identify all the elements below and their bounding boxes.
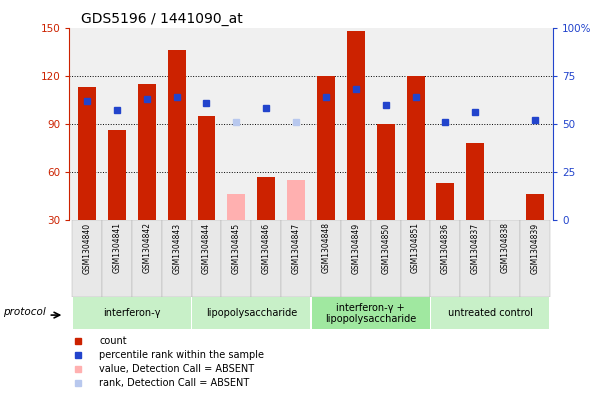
Bar bbox=[431, 298, 549, 329]
Bar bbox=[198, 116, 215, 220]
Bar bbox=[192, 298, 311, 329]
Bar bbox=[192, 220, 221, 297]
Text: GSM1304838: GSM1304838 bbox=[501, 222, 510, 274]
Text: value, Detection Call = ABSENT: value, Detection Call = ABSENT bbox=[99, 364, 254, 374]
Text: GSM1304846: GSM1304846 bbox=[261, 222, 270, 274]
Bar bbox=[436, 183, 454, 220]
Bar bbox=[281, 220, 311, 297]
Bar bbox=[138, 84, 156, 220]
Text: GSM1304851: GSM1304851 bbox=[411, 222, 420, 274]
Bar bbox=[287, 180, 305, 220]
Text: GSM1304848: GSM1304848 bbox=[322, 222, 331, 274]
Text: GSM1304850: GSM1304850 bbox=[381, 222, 390, 274]
Text: rank, Detection Call = ABSENT: rank, Detection Call = ABSENT bbox=[99, 378, 249, 388]
Text: interferon-γ +
lipopolysaccharide: interferon-γ + lipopolysaccharide bbox=[325, 303, 416, 324]
Bar bbox=[407, 75, 424, 220]
Bar bbox=[371, 220, 401, 297]
Bar bbox=[221, 220, 251, 297]
Bar bbox=[257, 177, 275, 220]
Bar bbox=[108, 130, 126, 220]
Text: GSM1304847: GSM1304847 bbox=[291, 222, 300, 274]
Bar bbox=[73, 298, 191, 329]
Text: interferon-γ: interferon-γ bbox=[103, 309, 160, 318]
Text: protocol: protocol bbox=[4, 307, 46, 317]
Bar bbox=[490, 220, 520, 297]
Text: percentile rank within the sample: percentile rank within the sample bbox=[99, 350, 264, 360]
Text: GSM1304849: GSM1304849 bbox=[352, 222, 361, 274]
Bar bbox=[466, 143, 484, 220]
Text: GDS5196 / 1441090_at: GDS5196 / 1441090_at bbox=[81, 11, 243, 26]
Text: GSM1304844: GSM1304844 bbox=[202, 222, 211, 274]
Text: GSM1304839: GSM1304839 bbox=[531, 222, 540, 274]
Bar bbox=[377, 124, 395, 220]
Bar bbox=[251, 220, 281, 297]
Text: GSM1304840: GSM1304840 bbox=[82, 222, 91, 274]
Bar bbox=[347, 31, 365, 220]
Text: count: count bbox=[99, 336, 127, 347]
Bar bbox=[162, 220, 192, 297]
Bar bbox=[227, 195, 245, 220]
Text: GSM1304836: GSM1304836 bbox=[441, 222, 450, 274]
Text: GSM1304845: GSM1304845 bbox=[232, 222, 241, 274]
Bar bbox=[460, 220, 490, 297]
Bar bbox=[311, 298, 430, 329]
Bar bbox=[341, 220, 371, 297]
Bar bbox=[311, 220, 341, 297]
Bar bbox=[78, 87, 96, 220]
Text: GSM1304843: GSM1304843 bbox=[172, 222, 181, 274]
Bar bbox=[72, 220, 102, 297]
Bar bbox=[102, 220, 132, 297]
Text: untreated control: untreated control bbox=[448, 309, 532, 318]
Bar bbox=[401, 220, 430, 297]
Bar bbox=[132, 220, 162, 297]
Bar bbox=[168, 50, 186, 220]
Bar bbox=[526, 195, 544, 220]
Text: GSM1304842: GSM1304842 bbox=[142, 222, 151, 274]
Bar bbox=[430, 220, 460, 297]
Text: lipopolysaccharide: lipopolysaccharide bbox=[206, 309, 297, 318]
Text: GSM1304841: GSM1304841 bbox=[112, 222, 121, 274]
Text: GSM1304837: GSM1304837 bbox=[471, 222, 480, 274]
Bar bbox=[317, 75, 335, 220]
Bar bbox=[520, 220, 550, 297]
